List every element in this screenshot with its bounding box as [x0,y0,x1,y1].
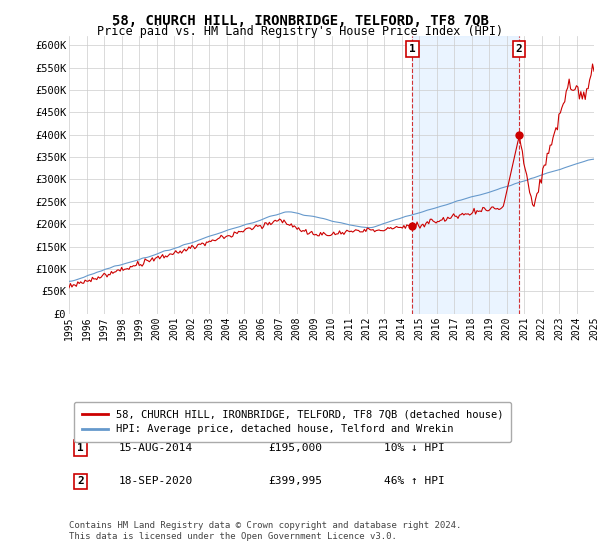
Text: 10% ↓ HPI: 10% ↓ HPI [384,443,445,453]
Text: 2: 2 [77,477,84,486]
Text: 46% ↑ HPI: 46% ↑ HPI [384,477,445,486]
Text: 1: 1 [77,443,84,453]
Text: £399,995: £399,995 [269,477,323,486]
Text: 2: 2 [516,44,523,54]
Text: Price paid vs. HM Land Registry's House Price Index (HPI): Price paid vs. HM Land Registry's House … [97,25,503,38]
Text: 58, CHURCH HILL, IRONBRIDGE, TELFORD, TF8 7QB: 58, CHURCH HILL, IRONBRIDGE, TELFORD, TF… [112,14,488,28]
Legend: 58, CHURCH HILL, IRONBRIDGE, TELFORD, TF8 7QB (detached house), HPI: Average pri: 58, CHURCH HILL, IRONBRIDGE, TELFORD, TF… [74,402,511,442]
Text: 15-AUG-2014: 15-AUG-2014 [119,443,193,453]
Bar [412,36,519,314]
Text: Contains HM Land Registry data © Crown copyright and database right 2024.
This d: Contains HM Land Registry data © Crown c… [69,521,461,541]
Text: £195,000: £195,000 [269,443,323,453]
Text: 1: 1 [409,44,416,54]
Text: 18-SEP-2020: 18-SEP-2020 [119,477,193,486]
